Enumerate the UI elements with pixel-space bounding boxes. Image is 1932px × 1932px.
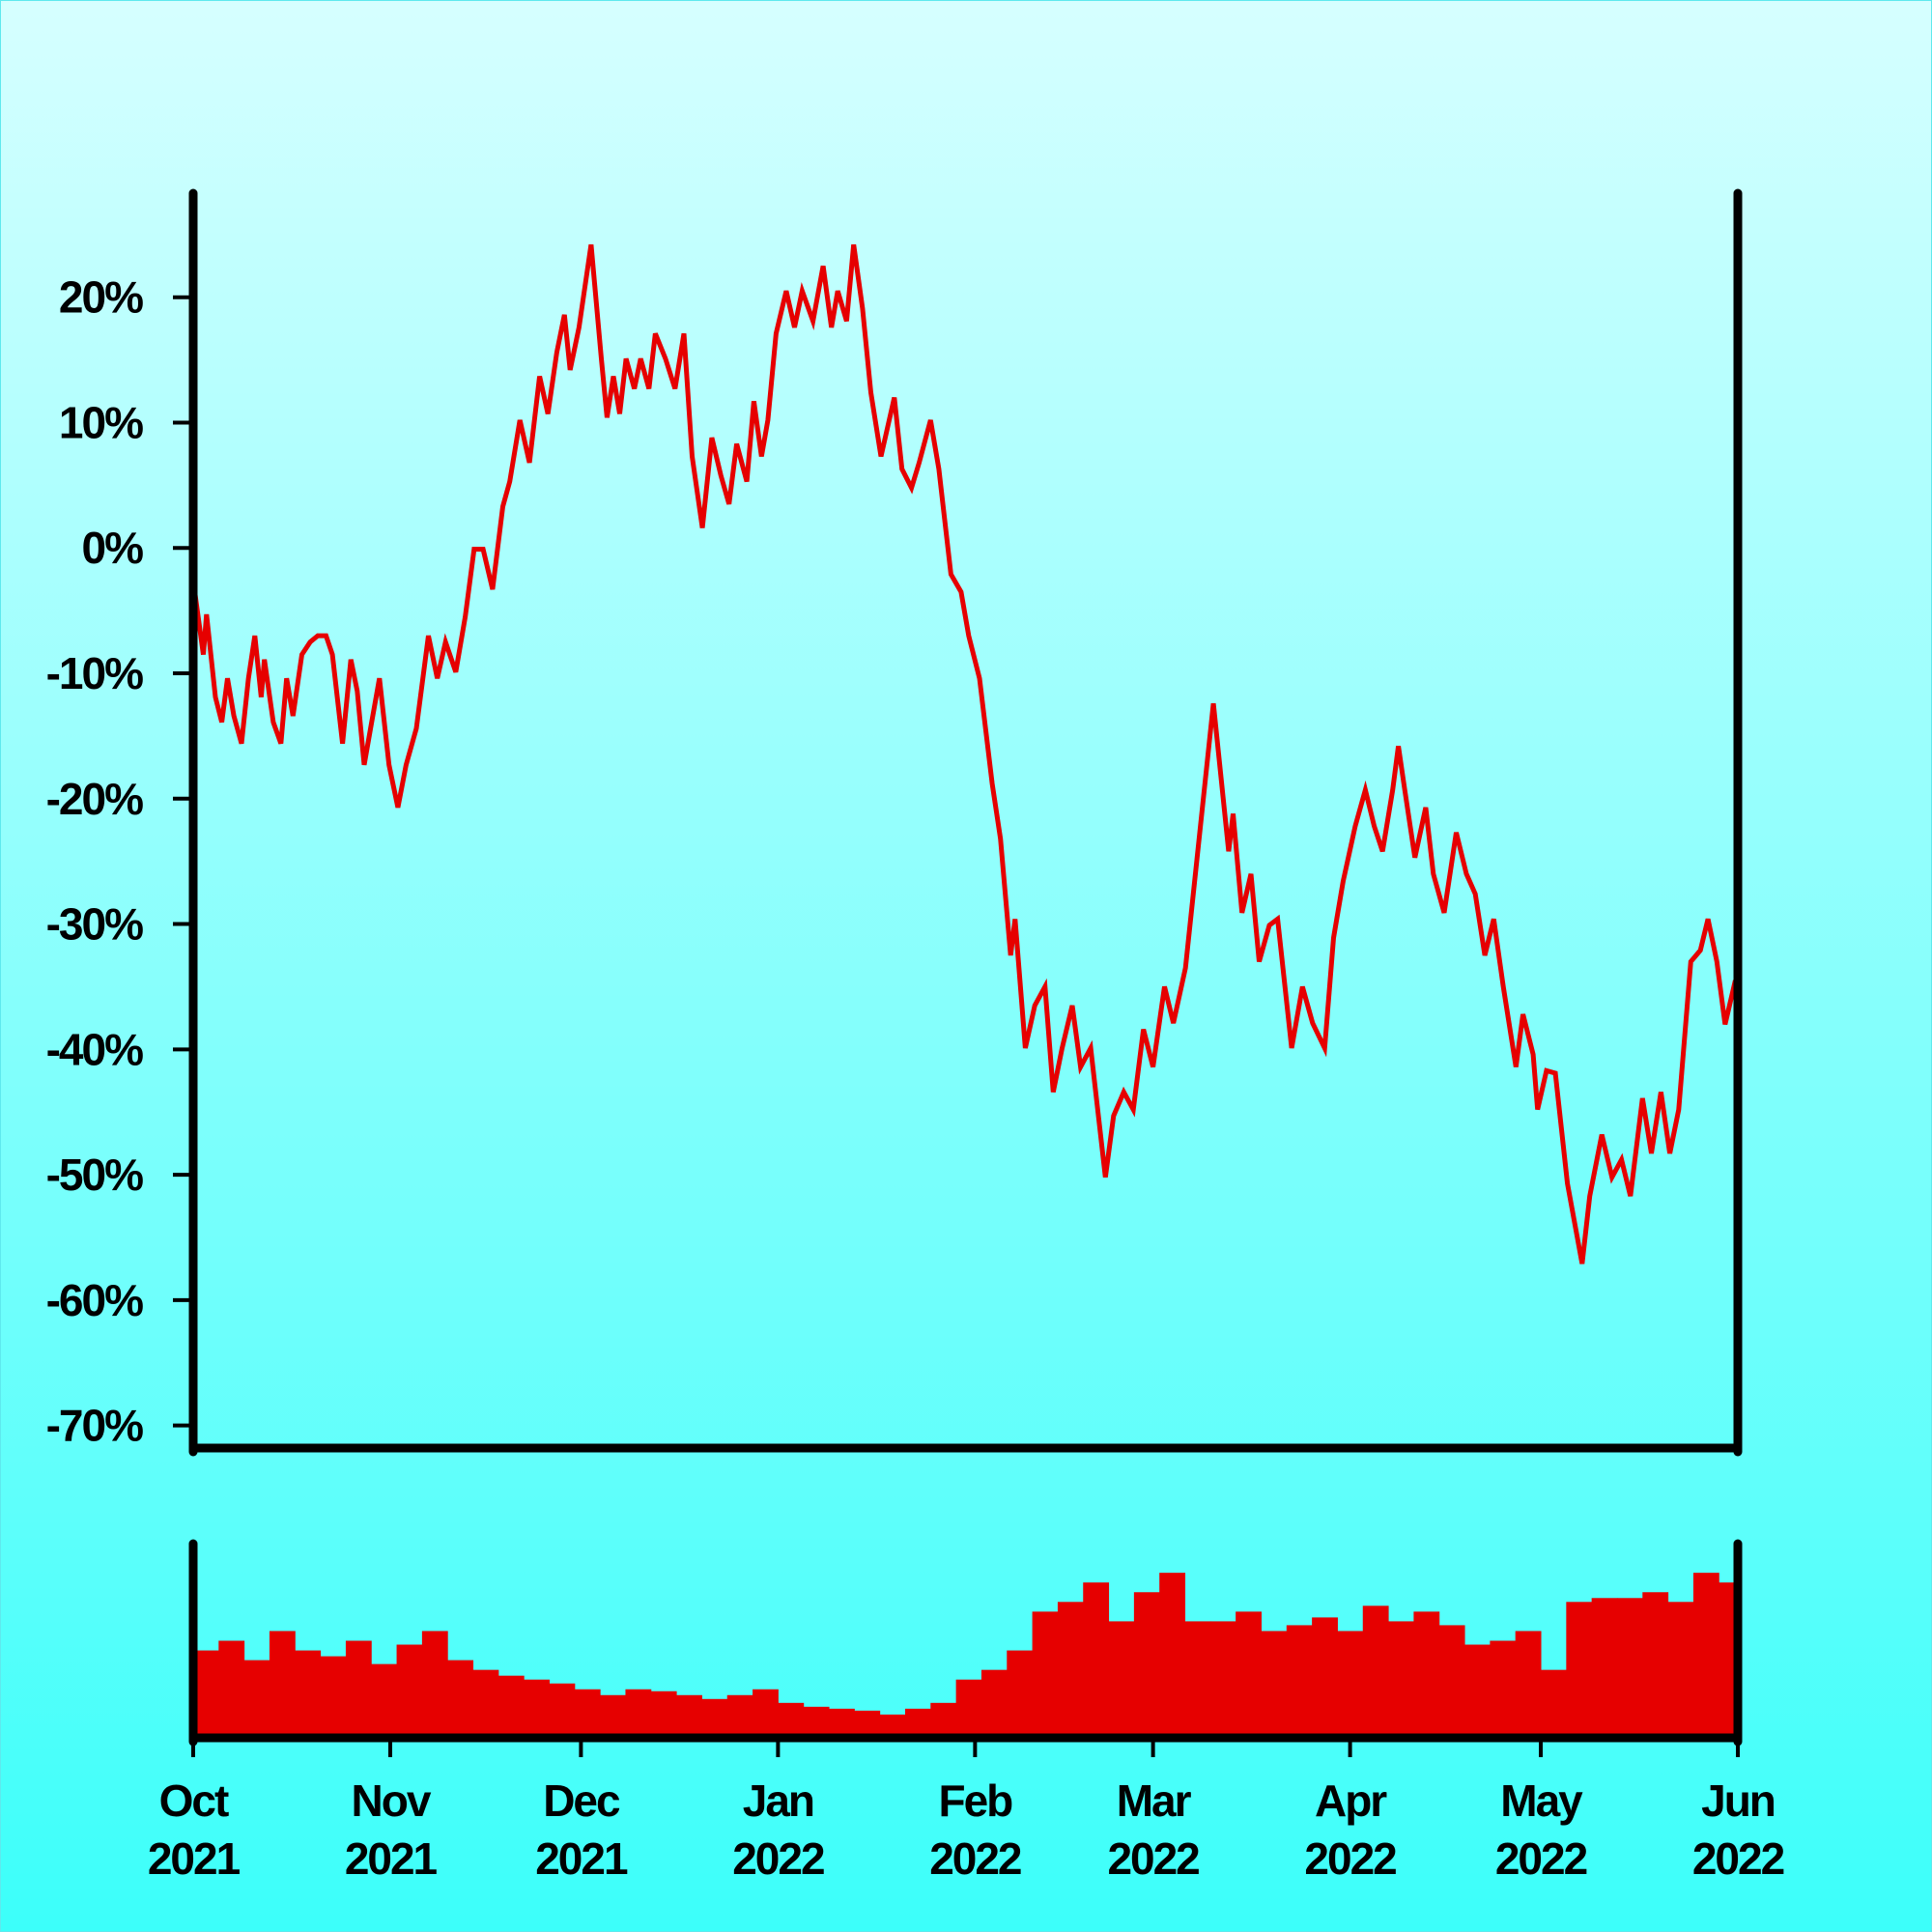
x-tick-label: Feb 2022 [929,1776,1021,1884]
y-tick-label: 0% [82,523,144,573]
volume-bar [320,1656,347,1738]
volume-bar [650,1690,677,1738]
volume-bar [218,1640,245,1738]
volume-bar [676,1694,702,1738]
volume-bar [753,1689,779,1738]
y-tick-label: -10% [46,648,143,698]
volume-bar [904,1708,931,1738]
volume-bar [1159,1573,1186,1738]
x-tick-label: Apr 2022 [1304,1776,1396,1884]
volume-bar [1490,1640,1517,1738]
volume-bar [447,1660,474,1738]
volume-bar [1438,1625,1465,1738]
volume-bar [549,1683,576,1738]
volume-bar [421,1631,448,1738]
volume-bar [803,1706,830,1738]
volume-bar [701,1698,728,1738]
volume-bar [600,1694,626,1738]
volume-bar [1032,1611,1059,1738]
x-tick-label: May 2022 [1495,1776,1587,1884]
volume-bar [778,1702,805,1738]
volume-bar [1007,1650,1034,1738]
volume-bar [1133,1592,1160,1738]
volume-bar [243,1660,270,1738]
volume-bar [1566,1602,1593,1738]
volume-bar [955,1679,982,1738]
volume-bar [371,1663,398,1738]
volume-bar [1083,1582,1110,1738]
volume-bar [1261,1631,1288,1738]
y-tick-label: 20% [59,272,143,323]
volume-bar [1692,1573,1719,1738]
volume-bar [574,1689,601,1738]
volume-bar [1312,1617,1338,1738]
x-tick-label: Dec 2021 [535,1776,628,1884]
volume-bar [1108,1621,1135,1738]
x-tick-label: Oct 2021 [148,1776,241,1884]
volume-bar [1057,1602,1084,1738]
x-tick-label: Nov 2021 [345,1776,438,1884]
y-tick-label: -70% [46,1401,143,1451]
volume-bar [980,1669,1008,1738]
volume-bar [1413,1611,1440,1738]
volume-bar [1236,1611,1262,1738]
volume-bar [1337,1631,1364,1738]
x-tick-label: Jun 2022 [1692,1776,1784,1884]
volume-bar [1464,1644,1491,1738]
y-tick-label: -40% [46,1024,143,1074]
volume-bar [930,1702,957,1738]
y-tick-label: 10% [59,397,143,447]
volume-bar [497,1675,525,1738]
volume-bar [345,1640,372,1738]
volume-bar [829,1708,855,1738]
y-tick-label: -60% [46,1275,143,1325]
volume-bar [524,1679,550,1738]
volume-bar [269,1631,296,1738]
y-tick-label: -20% [46,774,143,824]
volume-bar [1719,1582,1738,1738]
y-tick-label: -50% [46,1150,143,1200]
volume-bar [396,1644,423,1738]
volume-bar [1388,1621,1414,1738]
volume-bar [854,1710,881,1738]
volume-bar [472,1669,499,1738]
volume-bar [1616,1598,1643,1738]
volume-bar [726,1694,753,1738]
volume-bar [1541,1669,1567,1738]
volume-bar [295,1650,322,1738]
volume-bar [1515,1631,1542,1738]
volume-bar [1591,1598,1618,1738]
x-tick-label: Mar 2022 [1107,1776,1199,1884]
volume-bar [1184,1621,1211,1738]
price-line [193,243,1738,1264]
volume-bar [1362,1605,1389,1738]
volume-bar [1286,1625,1313,1738]
volume-bar [625,1689,652,1738]
volume-bar [1642,1592,1669,1738]
y-tick-label: -30% [46,899,143,950]
x-tick-label: Jan 2022 [732,1776,824,1884]
volume-bar [1667,1602,1694,1738]
volume-bar [1209,1621,1236,1738]
